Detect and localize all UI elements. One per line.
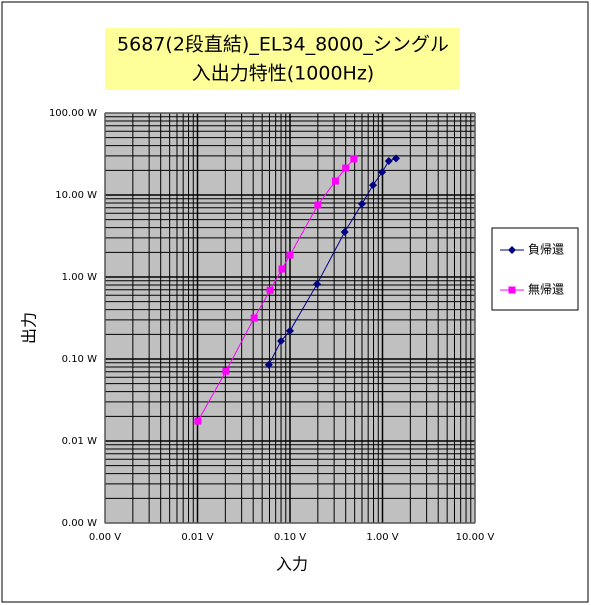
legend-marker <box>508 246 516 254</box>
x-tick-label: 0.01 V <box>181 532 213 543</box>
marker <box>266 286 274 294</box>
chart-title: 入出力特性(1000Hz) <box>192 63 374 85</box>
marker <box>314 201 322 209</box>
y-tick-label: 100.00 W <box>49 108 97 119</box>
marker <box>313 280 322 289</box>
legend-label: 負帰還 <box>528 243 564 257</box>
x-tick-label: 0.10 V <box>274 532 306 543</box>
title-box <box>105 28 460 90</box>
x-tick-label: 0.00 V <box>89 532 121 543</box>
chart-title: 5687(2段直結)_EL34_8000_シングル <box>117 34 449 56</box>
marker <box>340 227 349 236</box>
y-tick-label: 1.00 W <box>62 272 97 283</box>
marker <box>277 336 286 345</box>
x-axis-label: 入力 <box>276 555 308 574</box>
y-tick-label: 0.10 W <box>62 354 97 365</box>
marker <box>222 367 230 375</box>
y-axis-label: 出力 <box>20 312 39 344</box>
marker <box>264 360 273 369</box>
marker <box>378 168 387 177</box>
series-line <box>268 157 397 366</box>
marker <box>384 156 393 165</box>
marker <box>342 164 350 172</box>
marker <box>369 181 378 190</box>
y-tick-label: 0.01 W <box>62 436 97 447</box>
y-tick-label: 0.00 W <box>62 518 97 529</box>
plot-border <box>104 112 476 524</box>
marker <box>357 199 366 208</box>
marker <box>286 251 294 259</box>
marker <box>350 155 358 163</box>
y-tick-label: 10.00 W <box>55 190 97 201</box>
x-tick-label: 1.00 V <box>366 532 398 543</box>
marker <box>331 177 339 185</box>
legend-marker <box>508 286 516 294</box>
x-tick-label: 10.00 V <box>456 532 495 543</box>
legend-label: 無帰還 <box>528 282 564 297</box>
marker <box>392 154 401 163</box>
marker <box>250 314 258 322</box>
marker <box>194 417 202 425</box>
legend-box <box>491 227 579 311</box>
series-line <box>197 158 355 422</box>
marker <box>286 326 294 335</box>
marker <box>278 265 286 273</box>
